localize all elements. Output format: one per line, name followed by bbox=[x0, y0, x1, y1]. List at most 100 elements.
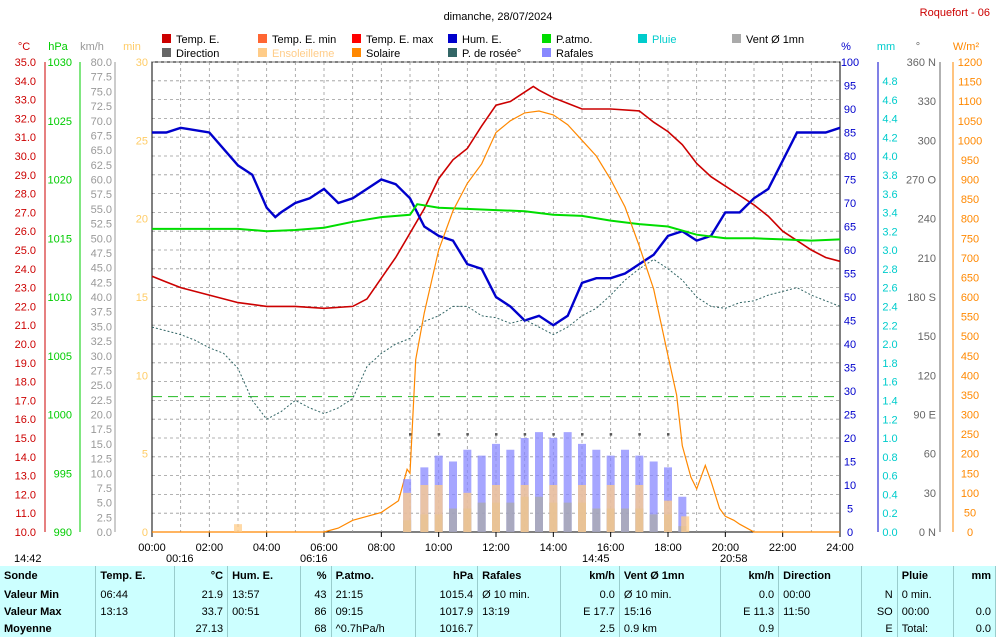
tick-direction: 30 bbox=[924, 488, 936, 500]
stats-cell: 2.5 bbox=[560, 620, 620, 637]
stats-header-cell: km/h bbox=[560, 566, 620, 586]
series-p-atmo- bbox=[152, 203, 841, 242]
tick-temp: 27.0 bbox=[15, 207, 36, 219]
bar-mark bbox=[681, 516, 690, 532]
tick-wind: 32.5 bbox=[91, 336, 112, 348]
tick-wind: 75.0 bbox=[91, 86, 112, 98]
tick-sun: 0 bbox=[142, 527, 148, 539]
tick-rain: 1.8 bbox=[882, 358, 897, 370]
tick-rain: 3.0 bbox=[882, 245, 897, 257]
stats-header-cell: Hum. E. bbox=[227, 566, 301, 586]
tick-solar: 200 bbox=[961, 449, 979, 461]
tick-pressure: 990 bbox=[54, 527, 72, 539]
tick-solar: 650 bbox=[961, 272, 979, 284]
stats-cell: Total: bbox=[897, 620, 955, 637]
tick-wind: 20.0 bbox=[91, 410, 112, 422]
direction-point bbox=[667, 433, 670, 436]
tick-rain: 3.4 bbox=[882, 208, 897, 220]
tick-temp: 16.0 bbox=[15, 414, 36, 426]
tick-pressure: 1010 bbox=[48, 292, 72, 304]
tick-time: 16:00 bbox=[597, 542, 625, 554]
legend-label: Solaire bbox=[366, 48, 400, 60]
series-p-de-ros-e- bbox=[151, 258, 841, 420]
bar-mark bbox=[492, 485, 500, 532]
tick-solar: 250 bbox=[961, 429, 979, 441]
legend-swatch bbox=[448, 34, 457, 43]
bar-mark bbox=[563, 432, 572, 532]
stats-cell: 21:15 bbox=[331, 586, 417, 603]
bar-mark bbox=[420, 485, 429, 532]
tick-rain: 3.8 bbox=[882, 170, 897, 182]
tick-wind: 70.0 bbox=[91, 116, 112, 128]
stats-cell: E 17.7 bbox=[560, 603, 620, 620]
stats-cell: 11:50 bbox=[778, 603, 862, 620]
tick-temp: 34.0 bbox=[15, 76, 36, 88]
direction-point bbox=[523, 433, 527, 436]
tick-wind: 17.5 bbox=[91, 424, 112, 436]
stats-cell: 0.0 bbox=[560, 586, 620, 603]
tick-wind: 62.5 bbox=[91, 160, 112, 172]
bar-mark bbox=[449, 461, 457, 532]
tick-temp: 28.0 bbox=[15, 189, 36, 201]
tick-time: 00:00 bbox=[138, 542, 166, 554]
tick-time: 06:00 bbox=[310, 542, 338, 554]
tick-humidity: 35 bbox=[844, 363, 856, 375]
unit-solar: W/m² bbox=[953, 41, 980, 53]
stats-cell: 13:13 bbox=[95, 603, 175, 620]
tick-solar: 450 bbox=[961, 351, 979, 363]
station-name: Roquefort - 06 bbox=[920, 7, 990, 19]
stats-cell: Valeur Max bbox=[0, 603, 97, 620]
bar-mark bbox=[549, 485, 558, 532]
tick-temp: 22.0 bbox=[15, 301, 36, 313]
stats-header-cell: km/h bbox=[720, 566, 780, 586]
tick-solar: 500 bbox=[961, 331, 979, 343]
tick-temp: 29.0 bbox=[15, 170, 36, 182]
axis-units: °C hPa km/h min% mm ° W/m² bbox=[18, 41, 980, 53]
bar-mark bbox=[592, 449, 601, 532]
tick-humidity: 20 bbox=[844, 433, 856, 445]
tick-humidity: 25 bbox=[844, 410, 856, 422]
tick-pressure: 1005 bbox=[48, 351, 72, 363]
stats-cell bbox=[227, 620, 301, 637]
stats-cell: Ø 10 min. bbox=[477, 586, 561, 603]
legend-swatch bbox=[542, 48, 551, 57]
tick-time: 08:00 bbox=[368, 542, 396, 554]
legend: Temp. E. Temp. E. min Temp. E. max Hum. E. P… bbox=[162, 34, 804, 60]
time-marker-m2: 00:16 bbox=[166, 553, 194, 565]
tick-temp: 23.0 bbox=[15, 283, 36, 295]
tick-pressure: 1020 bbox=[48, 175, 72, 187]
bar-mark bbox=[606, 485, 615, 532]
tick-solar: 850 bbox=[961, 194, 979, 206]
tick-solar: 350 bbox=[961, 390, 979, 402]
tick-direction: 0 N bbox=[919, 527, 936, 539]
bar-mark bbox=[649, 461, 658, 532]
tick-pressure: 1015 bbox=[48, 233, 72, 245]
unit-humidity: % bbox=[841, 41, 851, 53]
stats-cell: 00:00 bbox=[897, 603, 955, 620]
legend-label: Rafales bbox=[556, 48, 594, 60]
tick-temp: 21.0 bbox=[15, 320, 36, 332]
bar-mark bbox=[506, 449, 515, 532]
legend-label: Vent Ø 1mn bbox=[746, 34, 804, 46]
tick-wind: 15.0 bbox=[91, 439, 112, 451]
tick-humidity: 90 bbox=[844, 104, 856, 116]
stats-cell: 00:00 bbox=[778, 586, 862, 603]
tick-time: 22:00 bbox=[769, 542, 797, 554]
bar-mark bbox=[477, 502, 486, 532]
tick-rain: 0.2 bbox=[882, 508, 897, 520]
stats-cell: N bbox=[861, 586, 898, 603]
tick-wind: 50.0 bbox=[91, 233, 112, 245]
unit-direction: ° bbox=[916, 41, 920, 53]
tick-rain: 2.4 bbox=[882, 302, 897, 314]
tick-humidity: 55 bbox=[844, 269, 856, 281]
unit-rain: mm bbox=[877, 41, 895, 53]
tick-wind: 55.0 bbox=[91, 204, 112, 216]
tick-wind: 72.5 bbox=[91, 101, 112, 113]
bar-mark bbox=[678, 496, 687, 532]
tick-sun: 25 bbox=[136, 135, 148, 147]
tick-time: 12:00 bbox=[482, 542, 510, 554]
stats-header-cell: mm bbox=[953, 566, 996, 586]
tick-wind: 22.5 bbox=[91, 395, 112, 407]
tick-solar: 50 bbox=[964, 507, 976, 519]
legend-swatch bbox=[162, 34, 171, 43]
